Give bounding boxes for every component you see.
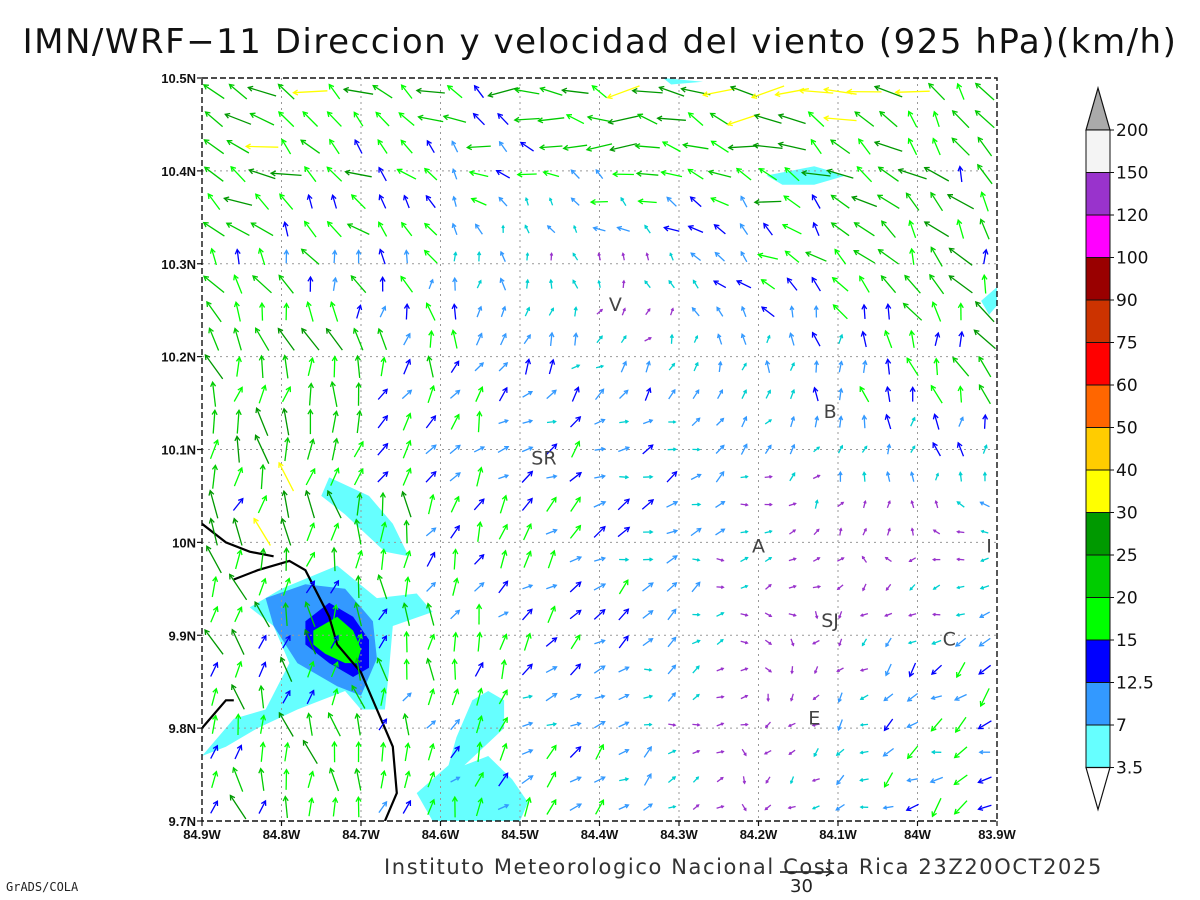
colorbar-segment [1086,215,1110,258]
y-tick-label: 10.5N [161,71,196,86]
colorbar-label: 150 [1116,164,1148,184]
colorbar-label: 100 [1116,249,1148,269]
map-label-a: A [752,536,765,558]
colorbar-segment [1086,385,1110,428]
y-tick-label: 10N [172,535,196,550]
map-label-c: C [943,628,956,650]
x-tick-label: 84.5W [501,827,539,842]
colorbar-label: 3.5 [1116,759,1143,779]
colorbar-label: 75 [1116,334,1138,354]
colorbar-segment [1086,598,1110,641]
x-tick-label: 84.8W [263,827,301,842]
y-tick-label: 10.2N [161,350,196,365]
colorbar-segment [1086,640,1110,683]
y-tick-label: 9.7N [169,814,196,829]
colorbar-segment [1086,130,1110,173]
y-tick-label: 10.3N [161,257,196,272]
colorbar-top-arrow [1086,88,1110,130]
colorbar-segment [1086,555,1110,598]
colorbar-label: 25 [1116,546,1138,566]
x-tick-label: 84.4W [581,827,619,842]
x-tick-label: 84.7W [342,827,380,842]
colorbar-label: 40 [1116,461,1138,481]
colorbar-label: 90 [1116,291,1138,311]
x-tick-label: 84.6W [422,827,460,842]
map-label-v: V [609,294,622,316]
colorbar-segment [1086,513,1110,556]
x-tick-label: 84.2W [740,827,778,842]
colorbar-label: 15 [1116,631,1138,651]
x-tick-label: 83.9W [978,827,1016,842]
colorbar-segment [1086,683,1110,726]
colorbar-segment [1086,258,1110,301]
colorbar-label: 30 [1116,504,1138,524]
reference-vector-label: 30 [790,876,813,897]
colorbar-label: 12.5 [1116,674,1154,694]
map-label-sj: SJ [821,610,839,632]
colorbar-segment [1086,428,1110,471]
colorbar-label: 60 [1116,376,1138,396]
colorbar-segment [1086,343,1110,386]
software-credit: GrADS/COLA [6,880,78,894]
y-tick-label: 9.8N [169,721,196,736]
y-tick-label: 10.1N [161,443,196,458]
map-label-b: B [824,401,837,423]
colorbar-segment [1086,470,1110,513]
colorbar-label: 50 [1116,419,1138,439]
map-label-e: E [808,707,820,729]
x-tick-label: 84.3W [660,827,698,842]
colorbar-segment [1086,300,1110,343]
colorbar-label: 7 [1116,716,1127,736]
colorbar-label: 200 [1116,121,1148,141]
x-tick-label: 84.1W [819,827,857,842]
colorbar-segment [1086,173,1110,216]
colorbar-bottom-arrow [1086,768,1110,810]
x-tick-label: 84W [904,827,931,842]
map-label-i: I [986,536,992,558]
y-tick-label: 10.4N [161,164,196,179]
x-tick-label: 84.9W [183,827,221,842]
footer-credit: Instituto Meteorologico Nacional Costa R… [384,855,1103,879]
colorbar: 200 150 120 100 90 75 60 50 40 30 25 20 15 12.5 7 3.5 [1086,88,1154,810]
map-label-sr: SR [531,447,556,469]
colorbar-label: 120 [1116,206,1148,226]
colorbar-label: 20 [1116,589,1138,609]
colorbar-segment [1086,725,1110,768]
y-tick-label: 9.9N [169,628,196,643]
